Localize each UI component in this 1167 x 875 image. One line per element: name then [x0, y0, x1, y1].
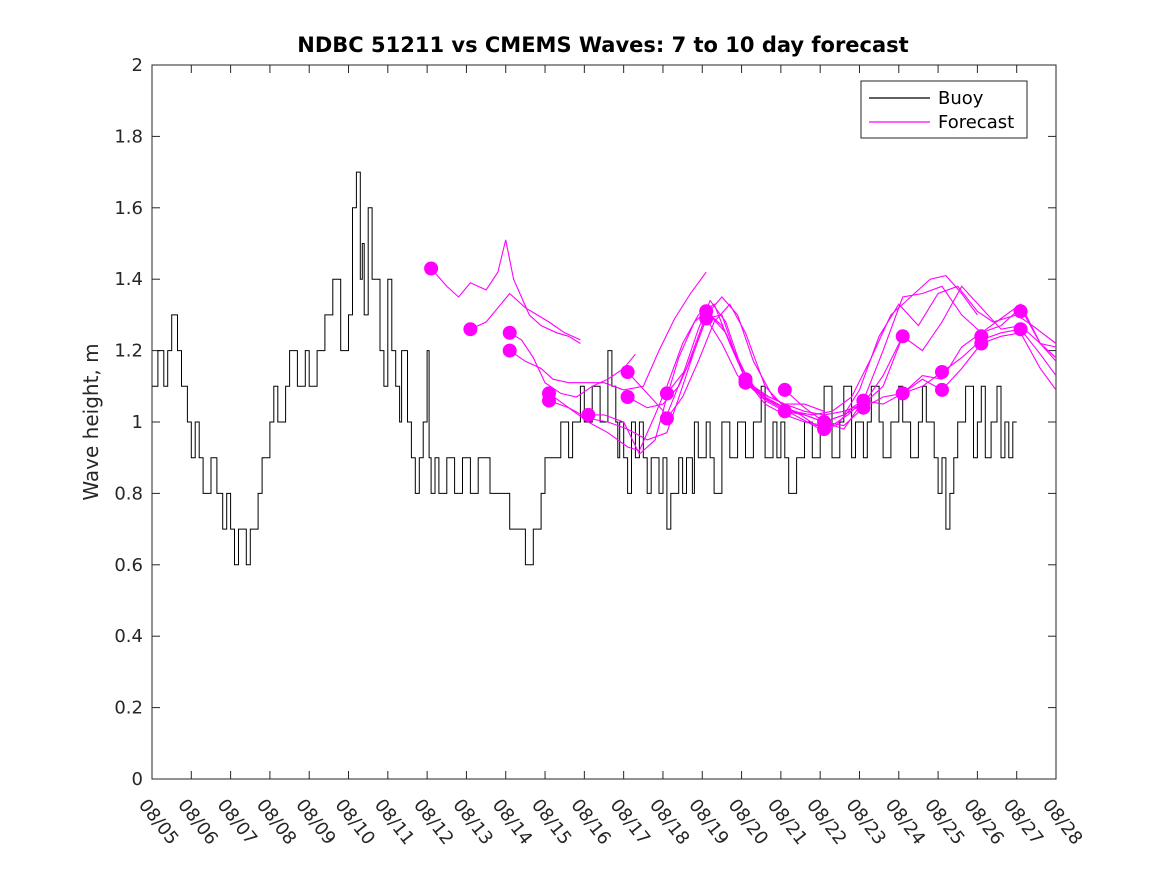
forecast-line-10 — [666, 274, 978, 416]
forecast-line-3 — [509, 332, 636, 398]
forecast-line-7 — [588, 310, 864, 455]
forecast-start-point — [620, 365, 635, 379]
legend: Buoy Forecast — [860, 80, 1028, 139]
x-tick-label: 08/24 — [881, 795, 929, 849]
legend-forecast-label: Forecast — [938, 112, 1014, 133]
x-tick-label: 08/10 — [331, 795, 379, 849]
y-tick-label: 1.2 — [114, 341, 143, 362]
y-tick-label: 0.8 — [114, 483, 143, 504]
forecast-start-markers — [424, 261, 1028, 437]
forecast-line-11 — [666, 285, 1057, 423]
forecast-line-2 — [470, 292, 581, 341]
forecast-start-point — [738, 375, 753, 390]
legend-box — [860, 80, 1028, 139]
y-tick-label: 0.4 — [114, 626, 143, 647]
y-tick-label: 2 — [132, 55, 143, 76]
forecast-start-point — [935, 365, 949, 379]
forecast-line-6 — [548, 303, 825, 452]
y-tick-label: 1.4 — [114, 269, 143, 290]
forecast-line-1 — [430, 239, 581, 344]
y-tick-label: 1 — [132, 412, 143, 433]
forecast-start-point — [542, 393, 556, 408]
x-tick-label: 08/17 — [606, 795, 654, 849]
x-tick-label: 08/23 — [842, 795, 890, 849]
x-tick-label: 08/05 — [134, 795, 182, 849]
x-tick-label: 08/12 — [409, 795, 457, 849]
forecast-start-point — [777, 404, 792, 419]
y-tick-label: 0 — [132, 769, 143, 790]
x-tick-label: 08/07 — [213, 795, 261, 849]
forecast-start-point — [935, 382, 949, 397]
forecast-start-point — [974, 336, 989, 351]
forecast-line-12 — [705, 285, 1057, 430]
y-tick-label: 0.2 — [114, 698, 143, 719]
y-tick-label: 0.6 — [114, 555, 143, 576]
forecast-start-point — [620, 390, 635, 404]
legend-buoy-label: Buoy — [938, 88, 984, 109]
x-tick-label: 08/11 — [370, 795, 418, 849]
x-tick-label: 08/13 — [448, 795, 496, 849]
x-tick-label: 08/27 — [999, 795, 1047, 849]
forecast-start-point — [424, 261, 439, 276]
forecast-start-point — [777, 382, 792, 397]
x-tick-label: 08/08 — [252, 795, 300, 849]
forecast-start-point — [581, 407, 596, 422]
forecast-start-point — [502, 325, 517, 340]
x-tick-label: 08/28 — [1038, 795, 1086, 849]
forecast-start-point — [659, 411, 674, 426]
chart-title: NDBC 51211 vs CMEMS Waves: 7 to 10 day f… — [297, 33, 908, 57]
x-tick-label: 08/06 — [173, 795, 221, 849]
forecast-start-point — [659, 386, 674, 401]
forecast-start-point — [1013, 304, 1028, 319]
forecast-line-4 — [509, 271, 707, 391]
x-tick-label: 08/25 — [920, 795, 968, 849]
forecast-start-point — [856, 400, 871, 415]
x-tick-label: 08/16 — [566, 795, 614, 849]
x-tick-label: 08/20 — [724, 795, 772, 849]
x-tick-label: 08/14 — [488, 795, 536, 849]
forecast-start-point — [699, 311, 714, 326]
x-tick-label: 08/18 — [645, 795, 693, 849]
x-tick-label: 08/15 — [527, 795, 575, 849]
x-tick-label: 08/19 — [684, 795, 732, 849]
forecast-start-point — [502, 343, 517, 358]
y-axis-label: Wave height, m — [79, 343, 103, 500]
forecast-start-point — [1013, 322, 1028, 337]
forecast-start-point — [895, 386, 910, 401]
forecast-start-point — [895, 329, 910, 344]
x-tick-label: 08/26 — [959, 795, 1007, 849]
y-tick-label: 1.8 — [114, 126, 143, 147]
buoy-series — [152, 171, 1017, 566]
forecast-line-15 — [863, 328, 1057, 405]
forecast-start-point — [817, 422, 832, 437]
x-tick-label: 08/22 — [802, 795, 850, 849]
x-tick-label: 08/21 — [763, 795, 811, 849]
y-axis: 0 0.2 0.4 0.6 0.8 1 1.2 1.4 1.6 1.8 2 — [114, 55, 1056, 790]
x-tick-label: 08/09 — [291, 795, 339, 849]
forecast-start-point — [463, 322, 478, 337]
buoy-line — [152, 171, 1017, 566]
y-tick-label: 1.6 — [114, 198, 143, 219]
